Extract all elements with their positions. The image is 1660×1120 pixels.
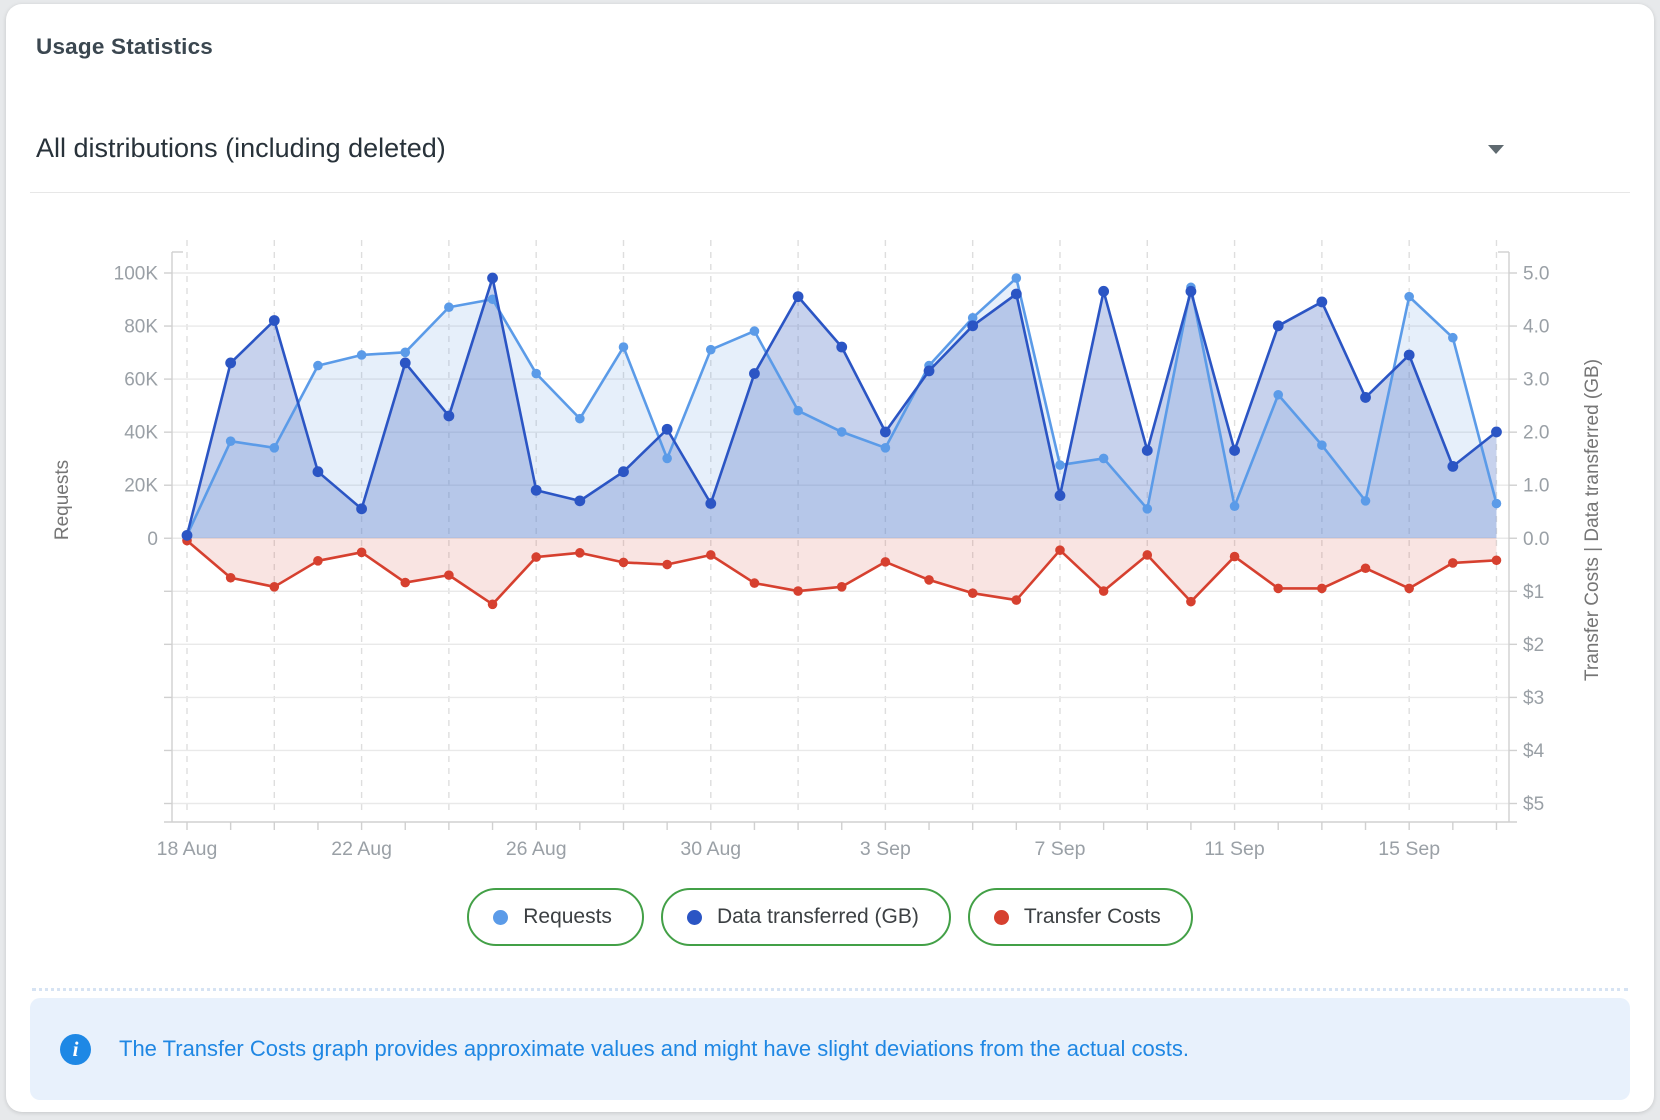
svg-text:7 Sep: 7 Sep — [1034, 838, 1085, 860]
svg-text:4.0: 4.0 — [1523, 317, 1549, 338]
chart-legend: Requests Data transferred (GB) Transfer Co… — [6, 888, 1654, 946]
legend-item-label: Data transferred (GB) — [716, 905, 919, 928]
legend-item-data-transferred-gb[interactable]: Data transferred (GB) — [660, 888, 951, 946]
distribution-dropdown[interactable]: All distributions (including deleted) — [36, 126, 1624, 170]
legend-item-label: Requests — [523, 905, 612, 928]
svg-text:$5: $5 — [1523, 794, 1544, 815]
distribution-dropdown-value: All distributions (including deleted) — [36, 133, 446, 163]
legend-item-label: Transfer Costs — [1023, 905, 1161, 928]
usage-statistics-card: Usage Statistics All distributions (incl… — [6, 4, 1654, 1112]
svg-text:15 Sep: 15 Sep — [1378, 838, 1440, 860]
svg-text:11 Sep: 11 Sep — [1204, 838, 1265, 860]
svg-text:26 Aug: 26 Aug — [506, 838, 567, 860]
svg-text:$2: $2 — [1523, 635, 1544, 656]
svg-text:$1: $1 — [1523, 582, 1544, 603]
svg-text:30 Aug: 30 Aug — [680, 838, 741, 860]
header-divider — [30, 192, 1630, 193]
svg-text:Transfer Costs | Data transfer: Transfer Costs | Data transferred (GB) — [1582, 359, 1603, 681]
svg-text:18 Aug: 18 Aug — [157, 838, 218, 860]
svg-text:2.0: 2.0 — [1523, 423, 1549, 444]
svg-text:22 Aug: 22 Aug — [331, 838, 392, 860]
requests-legend-dot-icon — [493, 909, 509, 925]
data-transferred-gb-legend-dot-icon — [686, 909, 702, 925]
transfer-costs-legend-dot-icon — [993, 909, 1009, 925]
svg-text:$3: $3 — [1523, 688, 1544, 709]
info-banner: i The Transfer Costs graph provides appr… — [30, 998, 1630, 1100]
svg-text:60K: 60K — [124, 370, 158, 391]
svg-text:Requests: Requests — [52, 460, 73, 540]
svg-text:100K: 100K — [114, 264, 159, 285]
legend-item-transfer-costs[interactable]: Transfer Costs — [967, 888, 1193, 946]
svg-text:5.0: 5.0 — [1523, 264, 1549, 285]
svg-text:3.0: 3.0 — [1523, 370, 1549, 391]
page-title: Usage Statistics — [36, 34, 214, 59]
chevron-down-icon — [1488, 145, 1504, 154]
svg-text:1.0: 1.0 — [1523, 476, 1549, 497]
info-banner-text: The Transfer Costs graph provides approx… — [119, 1036, 1189, 1061]
svg-text:0.0: 0.0 — [1523, 529, 1549, 550]
svg-text:0: 0 — [147, 529, 158, 550]
svg-text:$4: $4 — [1523, 741, 1545, 762]
legend-item-requests[interactable]: Requests — [467, 888, 644, 946]
dotted-divider — [32, 988, 1628, 991]
svg-text:80K: 80K — [124, 317, 158, 338]
svg-text:20K: 20K — [124, 476, 158, 497]
info-icon: i — [60, 1033, 91, 1065]
usage-chart: 100K 80K 60K 40K 20K 0 5.0 4.0 3.0 2.0 1.0 0.0 $1 $2 $… — [52, 240, 1603, 860]
svg-text:40K: 40K — [124, 423, 158, 444]
svg-text:3 Sep: 3 Sep — [860, 838, 911, 860]
